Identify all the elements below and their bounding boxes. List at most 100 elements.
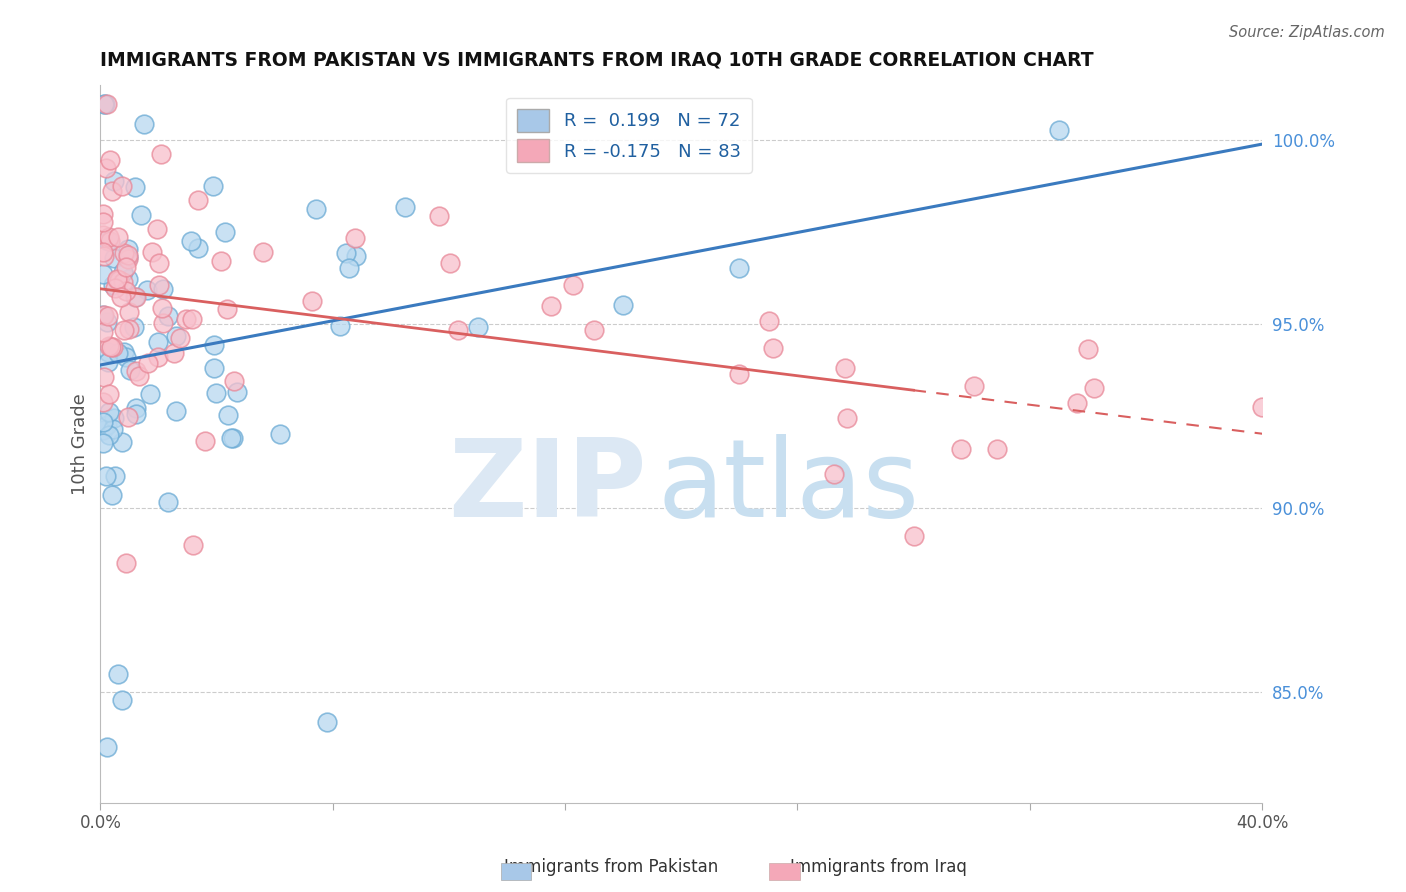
Point	[583, 323, 606, 337]
Text: atlas: atlas	[658, 434, 920, 540]
Point	[131, 208, 153, 222]
Point	[162, 346, 184, 360]
Point	[112, 345, 135, 359]
Point	[103, 174, 125, 188]
Point	[152, 282, 174, 296]
Point	[91, 228, 114, 243]
Point	[146, 350, 169, 364]
Point	[91, 268, 114, 282]
Point	[91, 215, 114, 229]
Point	[427, 209, 450, 223]
Point	[135, 283, 157, 297]
Point	[120, 363, 142, 377]
Point	[148, 255, 170, 269]
Point	[125, 364, 148, 378]
Point	[91, 423, 114, 437]
Point	[447, 323, 470, 337]
Point	[145, 222, 167, 236]
Point	[112, 265, 135, 279]
Point	[94, 161, 117, 175]
Point	[91, 436, 114, 450]
Point	[117, 272, 139, 286]
Point	[823, 467, 845, 481]
Point	[141, 245, 163, 260]
Point	[107, 229, 129, 244]
Point	[96, 417, 118, 432]
Point	[93, 249, 115, 263]
Point	[97, 309, 120, 323]
Point	[100, 153, 122, 167]
Point	[98, 235, 121, 249]
Text: Immigrants from Pakistan: Immigrants from Pakistan	[505, 858, 718, 876]
Point	[762, 341, 785, 355]
Point	[91, 325, 114, 339]
Point	[97, 355, 120, 369]
Point	[117, 410, 139, 425]
Point	[125, 290, 148, 304]
Point	[124, 290, 146, 304]
Point	[93, 370, 115, 384]
Y-axis label: 10th Grade: 10th Grade	[72, 393, 89, 495]
Point	[107, 666, 129, 681]
Point	[226, 385, 249, 400]
Point	[103, 410, 125, 425]
Point	[124, 179, 146, 194]
Point	[467, 320, 489, 334]
Point	[115, 284, 138, 298]
Point	[118, 304, 141, 318]
Point	[758, 314, 780, 328]
Text: IMMIGRANTS FROM PAKISTAN VS IMMIGRANTS FROM IRAQ 10TH GRADE CORRELATION CHART: IMMIGRANTS FROM PAKISTAN VS IMMIGRANTS F…	[100, 51, 1094, 70]
Point	[344, 231, 367, 245]
Point	[329, 319, 352, 334]
Point	[111, 692, 134, 706]
Point	[219, 431, 242, 445]
Point	[181, 538, 204, 552]
Text: ZIP: ZIP	[449, 434, 647, 540]
Point	[111, 275, 134, 289]
Point	[107, 346, 129, 360]
Point	[150, 147, 173, 161]
Point	[111, 178, 134, 193]
Point	[111, 434, 134, 449]
Point	[112, 246, 135, 260]
Point	[201, 179, 224, 194]
Legend: R =  0.199   N = 72, R = -0.175   N = 83: R = 0.199 N = 72, R = -0.175 N = 83	[506, 98, 752, 173]
Point	[394, 200, 416, 214]
Point	[103, 251, 125, 265]
Point	[117, 250, 139, 264]
Point	[103, 422, 125, 436]
Point	[94, 468, 117, 483]
Point	[98, 428, 121, 442]
Point	[165, 328, 187, 343]
Point	[93, 308, 115, 322]
Point	[540, 299, 562, 313]
Point	[1077, 343, 1099, 357]
Point	[156, 495, 179, 509]
Point	[112, 323, 135, 337]
Point	[950, 442, 973, 456]
Point	[91, 245, 114, 260]
Point	[305, 202, 328, 217]
Point	[152, 316, 174, 330]
Point	[117, 252, 139, 267]
Point	[132, 117, 155, 131]
Point	[97, 405, 120, 419]
Point	[612, 297, 634, 311]
Point	[165, 403, 187, 417]
Text: Source: ZipAtlas.com: Source: ZipAtlas.com	[1229, 25, 1385, 40]
Point	[301, 293, 323, 308]
Point	[139, 387, 162, 401]
Point	[117, 248, 139, 262]
Point	[1083, 381, 1105, 395]
Point	[217, 408, 239, 422]
Point	[104, 281, 127, 295]
Point	[125, 407, 148, 421]
Point	[148, 334, 170, 349]
Point	[344, 249, 367, 263]
Point	[562, 278, 585, 293]
Point	[316, 714, 339, 729]
Point	[728, 367, 751, 381]
Point	[96, 315, 118, 329]
Point	[97, 386, 120, 401]
Point	[104, 469, 127, 483]
